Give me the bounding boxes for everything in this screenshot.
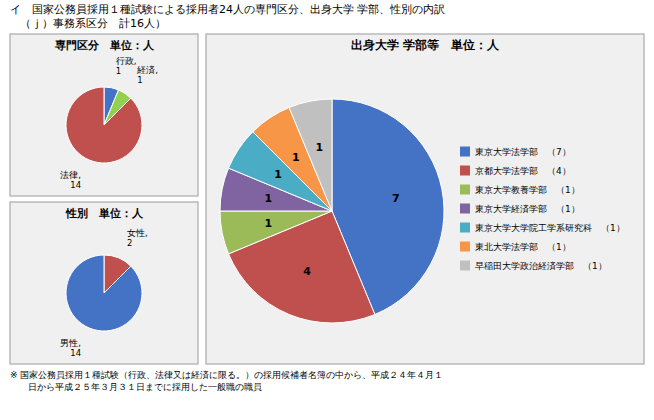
legend-item: 早稲田大学政治経済学部 （1） [460,261,607,271]
data-label: 7 [392,192,400,205]
text-line: ※ 国家公務員採用１種試験（行政、法律又は経済に限る。）の採用候補者名簿の中から… [10,370,443,380]
legend-swatch [460,261,470,271]
chart-title: 出身大学 学部等 単位：人 [351,38,500,52]
legend-label: 東京大学法学部 （7） [475,147,571,157]
legend-label: 京都大学法学部 （4） [475,166,571,176]
legend-item: 東北大学法学部 （1） [460,242,571,252]
legend-label: 早稲田大学政治経済学部 （1） [475,261,607,271]
text-line: 法律, [60,170,81,180]
figure: イ 国家公務員採用１種試験による採用者24人の専門区分、出身大学 学部、性別の内… [0,0,654,420]
panel [10,202,198,364]
data-label: 1 [264,192,272,205]
labels: 行政,1経済,1法律,14 [60,56,158,190]
legend-label: 東京大学経済学部 （1） [475,204,580,214]
text-line: 1 [137,75,142,85]
text-line: 行政, [116,56,137,66]
slice-label: 女性,2 [127,228,148,248]
text-line: 1 [116,66,121,76]
slice-label: 男性,14 [60,338,81,358]
legend-item: 東京大学法学部 （7） [460,147,571,157]
pie [66,87,142,163]
data-label: 1 [292,150,300,163]
text-line: 女性, [127,228,148,238]
legend-swatch [460,166,470,176]
legend-swatch [460,223,470,233]
legend-item: 東京大学大学院工学系研究科 （1） [460,223,625,233]
text-line: 経済, [136,65,158,75]
slice-label: 経済,1 [136,65,158,85]
title: イ 国家公務員採用１種試験による採用者24人の専門区分、出身大学 学部、性別の内… [10,3,446,16]
data-label: 1 [264,217,272,230]
legend-swatch [460,147,470,157]
slice-label: 行政,1 [116,56,137,76]
slice [289,99,332,211]
slice [220,211,332,254]
legend-swatch [460,204,470,214]
chart-2: 性別 単位：人女性,2 男性,14 [10,202,198,364]
legend: 東京大学法学部 （7） 京都大学法学部 （4） 東京大学教養学部 （1） 東京大学経済… [460,147,625,271]
legend-item: 東京大学教養学部 （1） [460,185,580,195]
data-label: 1 [274,168,282,181]
data-label: 4 [303,265,311,278]
labels: 女性,2 男性,14 [60,228,147,359]
slice [66,87,142,163]
legend-label: 東京大学大学院工学系研究科 （1） [475,223,625,233]
subtitle: （ｊ）事務系区分 計16人） [20,17,166,30]
legend-item: 京都大学法学部 （4） [460,166,571,176]
text-line: 2 [127,238,132,248]
text-line: 男性, [60,338,81,348]
text-line: 14 [70,348,81,358]
legend-swatch [460,185,470,195]
legend-label: 東北大学法学部 （1） [475,242,571,252]
chart-1: 出身大学 学部等 単位：人7411111東京大学法学部 （7）京都大学法学部 （… [206,34,644,364]
legend-item: 東京大学経済学部 （1） [460,204,580,214]
panel [206,34,644,364]
chart-title: 専門区分 単位：人 [54,39,155,52]
chart-title: 性別 単位：人 [65,207,144,220]
slice-label: 法律,14 [60,170,81,190]
panel [10,34,198,196]
slice [66,255,142,331]
pie [66,255,142,331]
pie [220,99,444,323]
legend-label: 東京大学教養学部 （1） [475,185,580,195]
legend-swatch [460,242,470,252]
text-line: 14 [70,180,81,190]
chart-0: 専門区分 単位：人行政,1経済,1法律,14 [10,34,198,196]
labels: 7411111 [264,141,399,278]
text-line: 日から平成２５年３月３１日までに採用した一般職の職員 [10,382,262,392]
footnote: ※ 国家公務員採用１種試験（行政、法律又は経済に限る。）の採用候補者名簿の中から… [10,370,443,392]
data-label: 1 [315,141,323,154]
